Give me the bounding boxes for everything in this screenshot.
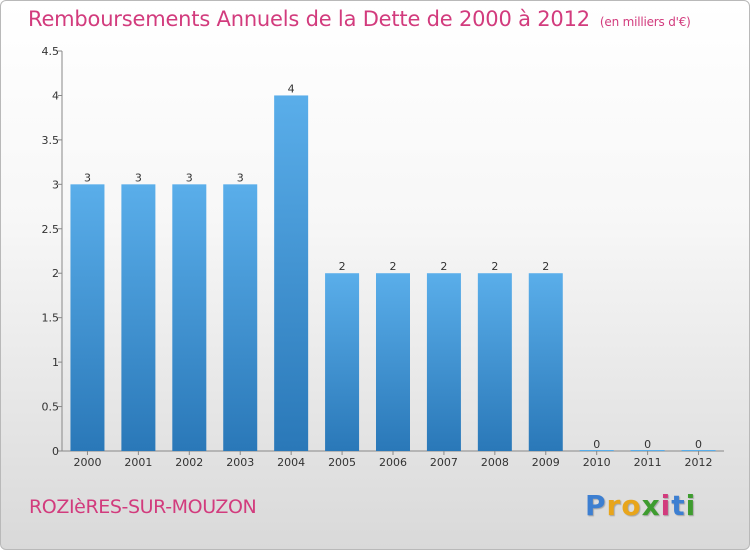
chart-labels: 2000320013200232003320044200522006220072…: [73, 82, 712, 469]
x-tick-label: 2010: [583, 456, 611, 469]
bar: [274, 95, 309, 451]
data-label: 3: [186, 171, 193, 184]
y-tick-label: 2: [52, 267, 59, 280]
x-tick-label: 2008: [481, 456, 509, 469]
data-label: 2: [390, 260, 397, 273]
chart-title: Remboursements Annuels de la Dette de 20…: [28, 7, 691, 31]
x-tick-label: 2003: [226, 456, 254, 469]
data-label: 3: [237, 171, 244, 184]
x-tick-label: 2012: [685, 456, 713, 469]
x-tick-label: 2006: [379, 456, 407, 469]
y-tick-label: 1: [52, 356, 59, 369]
y-tick-label: 3.5: [42, 134, 60, 147]
x-tick-label: 2002: [175, 456, 203, 469]
data-label: 2: [440, 260, 447, 273]
data-label: 0: [695, 438, 702, 451]
data-label: 2: [339, 260, 346, 273]
y-tick-label: 0: [52, 445, 59, 458]
y-tick-label: 3: [52, 178, 59, 191]
y-tick-label: 1.5: [42, 312, 60, 325]
proxiti-logo: Proxiti: [585, 489, 697, 522]
x-tick-label: 2011: [634, 456, 662, 469]
bar: [223, 184, 258, 452]
bar: [121, 184, 156, 452]
x-tick-label: 2001: [124, 456, 152, 469]
x-tick-label: 2004: [277, 456, 305, 469]
bar: [477, 273, 512, 451]
bar: [325, 273, 360, 451]
bar: [376, 273, 410, 451]
bar: [528, 273, 563, 451]
y-tick-label: 2.5: [42, 223, 60, 236]
commune-name: ROZIèRES-SUR-MOUZON: [29, 496, 257, 518]
y-tick-label: 4.5: [42, 45, 60, 58]
data-label: 0: [593, 438, 600, 451]
chart-title-text: Remboursements Annuels de la Dette de 20…: [28, 7, 590, 31]
x-tick-label: 2000: [73, 456, 101, 469]
data-label: 2: [491, 260, 498, 273]
x-tick-label: 2009: [532, 456, 560, 469]
y-tick-label: 0.5: [42, 401, 60, 414]
chart-bars: [70, 95, 716, 452]
chart-unit: (en milliers d'€): [599, 15, 691, 29]
y-tick-label: 4: [52, 89, 59, 102]
x-tick-label: 2005: [328, 456, 356, 469]
data-label: 2: [542, 260, 549, 273]
data-label: 0: [644, 438, 651, 451]
data-label: 3: [135, 171, 142, 184]
bar: [172, 184, 207, 452]
x-tick-label: 2007: [430, 456, 458, 469]
bar: [426, 273, 461, 451]
bar: [70, 184, 105, 452]
data-label: 4: [288, 82, 295, 95]
data-label: 3: [84, 171, 91, 184]
